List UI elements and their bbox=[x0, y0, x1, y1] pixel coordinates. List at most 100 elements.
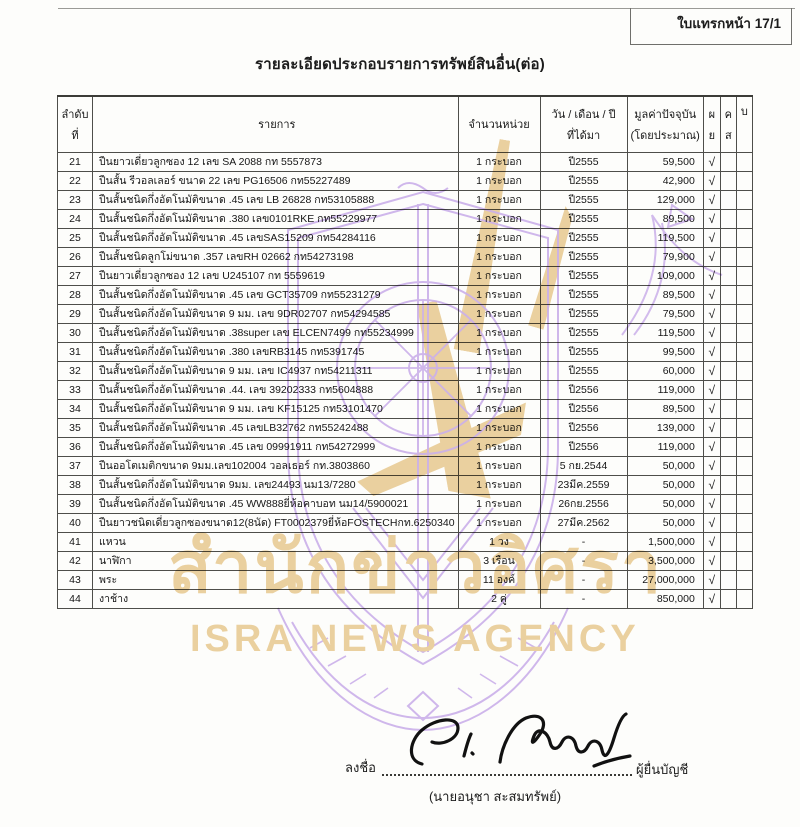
table-row: 44 งาช้าง 2 คู่ - 850,000 √ bbox=[57, 588, 753, 609]
item-date-acquired-cell: ปี2556 bbox=[539, 417, 628, 438]
check-b-cell bbox=[735, 512, 753, 533]
item-value-cell: 60,000 bbox=[626, 360, 704, 381]
header-value: มูลค่าปัจจุบัน (โดยประมาณ) bbox=[626, 95, 704, 153]
signature-dotted-line bbox=[382, 774, 632, 776]
table-row: 23 ปืนสั้นชนิดกึ่งอัตโนมัติขนาด .45 เลข … bbox=[57, 189, 753, 210]
item-value-cell: 89,500 bbox=[626, 284, 704, 305]
table-row: 40 ปืนยาวชนิดเดี่ยวลูกซองขนาด12(8นัด) FT… bbox=[57, 512, 753, 533]
check-b-cell bbox=[735, 303, 753, 324]
item-description-cell: ปืนสั้นชนิดกึ่งอัตโนมัติขนาด .45 เลข 099… bbox=[92, 436, 459, 457]
check-ks-cell bbox=[719, 455, 737, 476]
check-ks-cell bbox=[719, 588, 737, 609]
item-quantity-cell: 1 กระบอก bbox=[457, 341, 541, 362]
item-quantity-cell: 1 กระบอก bbox=[457, 227, 541, 248]
table-row: 29 ปืนสั้นชนิดกึ่งอัตโนมัติขนาด 9 มม. เล… bbox=[57, 303, 753, 324]
check-b-cell bbox=[735, 151, 753, 172]
row-number-cell: 25 bbox=[57, 227, 93, 248]
item-quantity-cell: 3 เรือน bbox=[457, 550, 541, 571]
check-py-cell: √ bbox=[702, 531, 721, 552]
check-ks-cell bbox=[719, 398, 737, 419]
header-quantity: จำนวนหน่วย bbox=[457, 95, 541, 153]
item-description-cell: ปืนสั้นชนิดกึ่งอัตโนมัติขนาด 9 มม. เลข K… bbox=[92, 398, 459, 419]
table-row: 41 แหวน 1 วง - 1,500,000 √ bbox=[57, 531, 753, 552]
document-title: รายละเอียดประกอบรายการทรัพย์สินอื่น(ต่อ) bbox=[255, 56, 545, 73]
item-value-cell: 50,000 bbox=[626, 474, 704, 495]
check-py-cell: √ bbox=[702, 151, 721, 172]
item-value-cell: 129,000 bbox=[626, 189, 704, 210]
check-ks-cell bbox=[719, 170, 737, 191]
header-value-line2: (โดยประมาณ) bbox=[630, 129, 700, 142]
item-date-acquired-cell: ปี2555 bbox=[539, 227, 628, 248]
table-row: 33 ปืนสั้นชนิดกึ่งอัตโนมัติขนาด .44. เลข… bbox=[57, 379, 753, 400]
filer-name: (นายอนุชา สะสมทรัพย์) bbox=[428, 789, 562, 804]
table-row: 24 ปืนสั้นชนิดกึ่งอัตโนมัติขนาด .380 เลข… bbox=[57, 208, 753, 229]
header-py-line1: ผ bbox=[708, 108, 716, 121]
check-py-cell: √ bbox=[702, 474, 721, 495]
item-description-cell: ปืนสั้นชนิดกึ่งอัตโนมัติขนาด .45 WW888ยี… bbox=[92, 493, 459, 514]
item-quantity-cell: 1 กระบอก bbox=[457, 246, 541, 267]
row-number-cell: 23 bbox=[57, 189, 93, 210]
check-b-cell bbox=[735, 341, 753, 362]
item-date-acquired-cell: - bbox=[539, 588, 628, 609]
check-py-cell: √ bbox=[702, 417, 721, 438]
assets-table-body: 21 ปืนยาวเดี่ยวลูกซอง 12 เลข SA 2088 กท … bbox=[57, 151, 753, 609]
item-value-cell: 89,500 bbox=[626, 398, 704, 419]
item-date-acquired-cell: ปี2556 bbox=[539, 379, 628, 400]
row-number-cell: 31 bbox=[57, 341, 93, 362]
table-row: 32 ปืนสั้นชนิดกึ่งอัตโนมัติขนาด 9 มม. เล… bbox=[57, 360, 753, 381]
row-number-cell: 39 bbox=[57, 493, 93, 514]
item-quantity-cell: 1 กระบอก bbox=[457, 436, 541, 457]
item-description-cell: ปืนสั้นชนิดกึ่งอัตโนมัติขนาด 9มม. เลข244… bbox=[92, 474, 459, 495]
check-b-cell bbox=[735, 569, 753, 590]
item-value-cell: 50,000 bbox=[626, 512, 704, 533]
item-date-acquired-cell: ปี2555 bbox=[539, 284, 628, 305]
header-item: รายการ bbox=[92, 95, 459, 153]
item-description-cell: ปืนออโตเมติกขนาด 9มม.เลข102004 วอลเธอร์ … bbox=[92, 455, 459, 476]
header-py: ผ ย bbox=[702, 95, 721, 153]
row-number-cell: 33 bbox=[57, 379, 93, 400]
check-py-cell: √ bbox=[702, 588, 721, 609]
table-row: 38 ปืนสั้นชนิดกึ่งอัตโนมัติขนาด 9มม. เลข… bbox=[57, 474, 753, 495]
item-value-cell: 50,000 bbox=[626, 493, 704, 514]
item-description-cell: ปืนสั้นชนิดกึ่งอัตโนมัติขนาด .45 เลข GCT… bbox=[92, 284, 459, 305]
check-ks-cell bbox=[719, 322, 737, 343]
table-row: 39 ปืนสั้นชนิดกึ่งอัตโนมัติขนาด .45 WW88… bbox=[57, 493, 753, 514]
row-number-cell: 43 bbox=[57, 569, 93, 590]
check-ks-cell bbox=[719, 360, 737, 381]
check-py-cell: √ bbox=[702, 189, 721, 210]
item-description-cell: ปืนสั้นชนิดกึ่งอัตโนมัติขนาด .38super เล… bbox=[92, 322, 459, 343]
header-no-line2: ที่ bbox=[71, 129, 79, 142]
item-description-cell: พระ bbox=[92, 569, 459, 590]
header-ks-line2: ส bbox=[724, 129, 732, 142]
insert-page-label-box: ใบแทรกหน้า 17/1 bbox=[630, 8, 792, 45]
check-ks-cell bbox=[719, 417, 737, 438]
check-ks-cell bbox=[719, 474, 737, 495]
check-py-cell: √ bbox=[702, 246, 721, 267]
check-b-cell bbox=[735, 436, 753, 457]
check-py-cell: √ bbox=[702, 493, 721, 514]
check-b-cell bbox=[735, 227, 753, 248]
check-b-cell bbox=[735, 360, 753, 381]
check-py-cell: √ bbox=[702, 303, 721, 324]
check-py-cell: √ bbox=[702, 398, 721, 419]
item-description-cell: ปืนยาวชนิดเดี่ยวลูกซองขนาด12(8นัด) FT000… bbox=[92, 512, 459, 533]
table-row: 26 ปืนสั้นชนิดลูกโม่ขนาด .357 เลขRH 0266… bbox=[57, 246, 753, 267]
item-description-cell: ปืนสั้นชนิดกึ่งอัตโนมัติขนาด .45 เลขSAS1… bbox=[92, 227, 459, 248]
header-no: ลำดับ ที่ bbox=[57, 95, 93, 153]
check-py-cell: √ bbox=[702, 227, 721, 248]
check-b-cell bbox=[735, 398, 753, 419]
header-no-line1: ลำดับ bbox=[61, 108, 89, 121]
item-value-cell: 109,000 bbox=[626, 265, 704, 286]
check-b-cell bbox=[735, 265, 753, 286]
check-ks-cell bbox=[719, 227, 737, 248]
item-description-cell: นาฬิกา bbox=[92, 550, 459, 571]
check-b-cell bbox=[735, 531, 753, 552]
item-date-acquired-cell: ปี2556 bbox=[539, 436, 628, 457]
row-number-cell: 42 bbox=[57, 550, 93, 571]
row-number-cell: 36 bbox=[57, 436, 93, 457]
row-number-cell: 41 bbox=[57, 531, 93, 552]
row-number-cell: 32 bbox=[57, 360, 93, 381]
check-py-cell: √ bbox=[702, 265, 721, 286]
item-date-acquired-cell: - bbox=[539, 569, 628, 590]
item-quantity-cell: 1 กระบอก bbox=[457, 151, 541, 172]
